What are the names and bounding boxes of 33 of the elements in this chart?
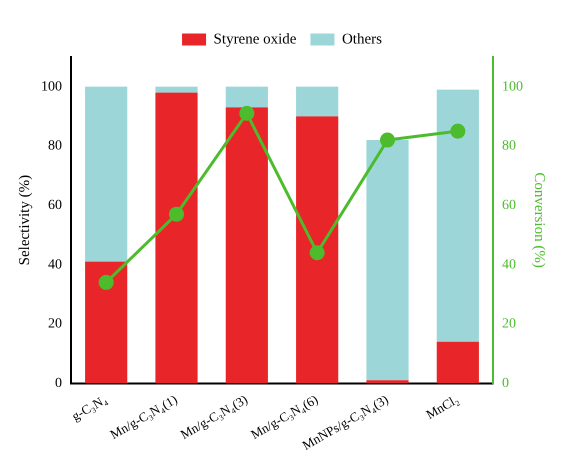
y-axis-title: Selectivity (%) [16, 174, 33, 266]
legend-label: Others [342, 31, 382, 48]
y-tick-label: 60 [48, 198, 62, 213]
y-tick-label: 100 [41, 79, 62, 94]
y2-axis-title: Conversion (%) [531, 172, 548, 268]
y-tick-label: 20 [48, 316, 62, 332]
bar [85, 262, 128, 384]
bar [85, 86, 128, 262]
y2-tick-label: 100 [502, 79, 523, 94]
bar [155, 92, 198, 384]
y2-tick-label: 40 [502, 257, 516, 272]
bar [226, 107, 268, 384]
bar [296, 116, 338, 384]
y-tick-label: 0 [55, 376, 62, 391]
bar [366, 140, 409, 380]
point [169, 206, 184, 222]
point [239, 106, 254, 121]
bar [155, 86, 198, 93]
bar [226, 86, 268, 108]
legend-label: Styrene oxide [214, 31, 297, 48]
point [98, 274, 114, 290]
point [450, 124, 466, 139]
y2-tick-label: 80 [502, 138, 516, 154]
y2-tick-label: 60 [502, 198, 516, 213]
point [380, 132, 395, 148]
bar [436, 342, 479, 384]
y2-tick-label: 0 [502, 376, 509, 391]
y-tick-label: 40 [48, 257, 62, 272]
bar [296, 86, 338, 116]
y2-tick-label: 20 [502, 316, 516, 332]
point [310, 245, 325, 260]
bar [436, 90, 479, 342]
y-tick-label: 80 [48, 138, 62, 154]
